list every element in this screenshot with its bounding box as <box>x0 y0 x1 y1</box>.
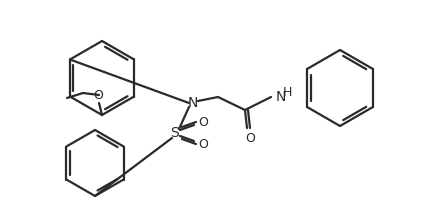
Text: N: N <box>188 96 198 110</box>
Text: O: O <box>198 116 208 128</box>
Text: O: O <box>93 89 103 102</box>
Text: N: N <box>276 90 287 104</box>
Text: O: O <box>245 132 255 145</box>
Text: H: H <box>283 85 292 99</box>
Text: S: S <box>170 126 179 140</box>
Text: O: O <box>198 138 208 151</box>
